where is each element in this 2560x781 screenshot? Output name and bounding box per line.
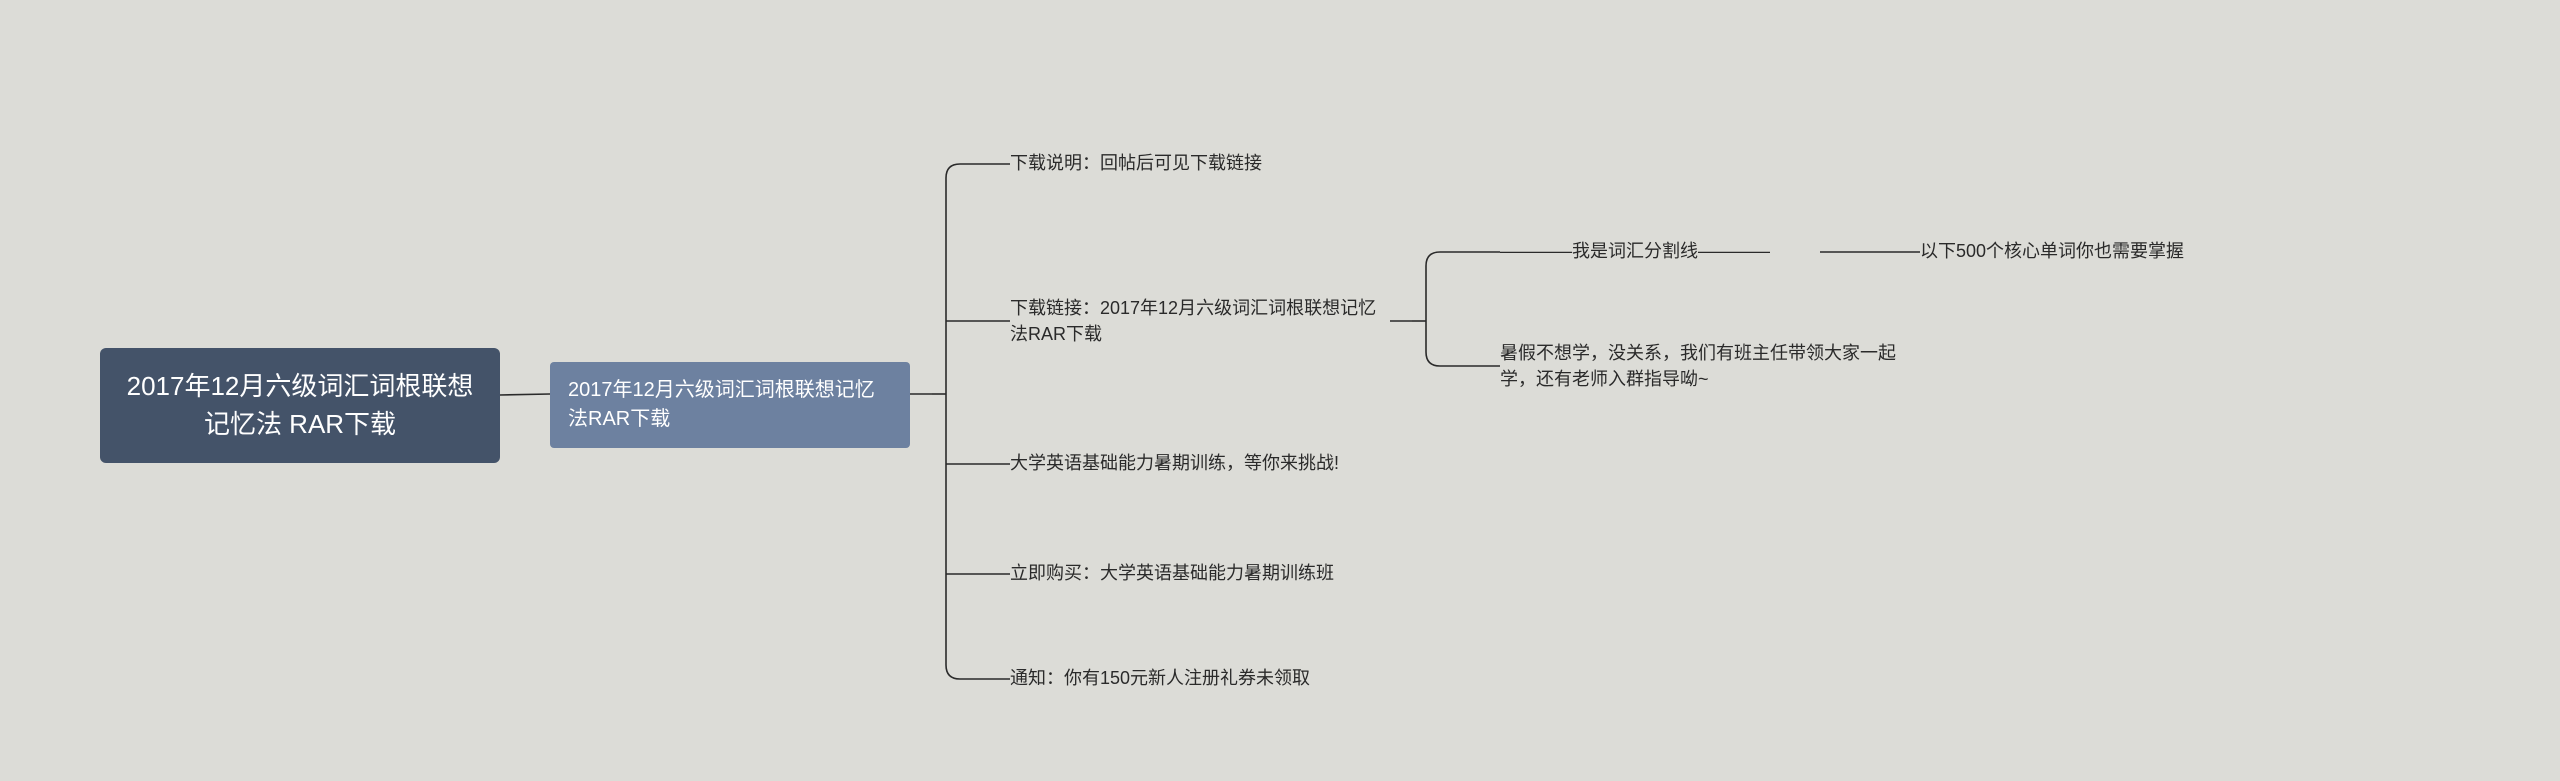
root-label: 2017年12月六级词汇词根联想记忆法 RAR下载 [126, 368, 474, 443]
leaf-node-c1a1: 以下500个核心单词你也需要掌握 [1920, 238, 2260, 264]
leaf-label: 大学英语基础能力暑期训练，等你来挑战! [1010, 450, 1339, 476]
leaf-label: 下载链接：2017年12月六级词汇词根联想记忆法RAR下载 [1010, 295, 1382, 347]
leaf-label: 下载说明：回帖后可见下载链接 [1010, 150, 1262, 176]
leaf-node-c1b: 暑假不想学，没关系，我们有班主任带领大家一起学，还有老师入群指导呦~ [1500, 340, 1920, 392]
leaf-node-c2: 大学英语基础能力暑期训练，等你来挑战! [1010, 450, 1410, 476]
leaf-label: ————我是词汇分割线———— [1500, 238, 1770, 264]
leaf-node-c0: 下载说明：回帖后可见下载链接 [1010, 150, 1370, 176]
sub-node: 2017年12月六级词汇词根联想记忆法RAR下载 [550, 362, 910, 448]
root-node: 2017年12月六级词汇词根联想记忆法 RAR下载 [100, 348, 500, 463]
leaf-node-c3: 立即购买：大学英语基础能力暑期训练班 [1010, 560, 1410, 586]
leaf-label: 暑假不想学，没关系，我们有班主任带领大家一起学，还有老师入群指导呦~ [1500, 340, 1912, 392]
sub-label: 2017年12月六级词汇词根联想记忆法RAR下载 [568, 376, 892, 434]
leaf-label: 通知：你有150元新人注册礼券未领取 [1010, 665, 1310, 691]
leaf-label: 立即购买：大学英语基础能力暑期训练班 [1010, 560, 1334, 586]
leaf-label: 以下500个核心单词你也需要掌握 [1920, 238, 2184, 264]
leaf-node-c1a: ————我是词汇分割线———— [1500, 238, 1820, 264]
leaf-node-c1: 下载链接：2017年12月六级词汇词根联想记忆法RAR下载 [1010, 295, 1390, 347]
leaf-node-c4: 通知：你有150元新人注册礼券未领取 [1010, 665, 1410, 691]
